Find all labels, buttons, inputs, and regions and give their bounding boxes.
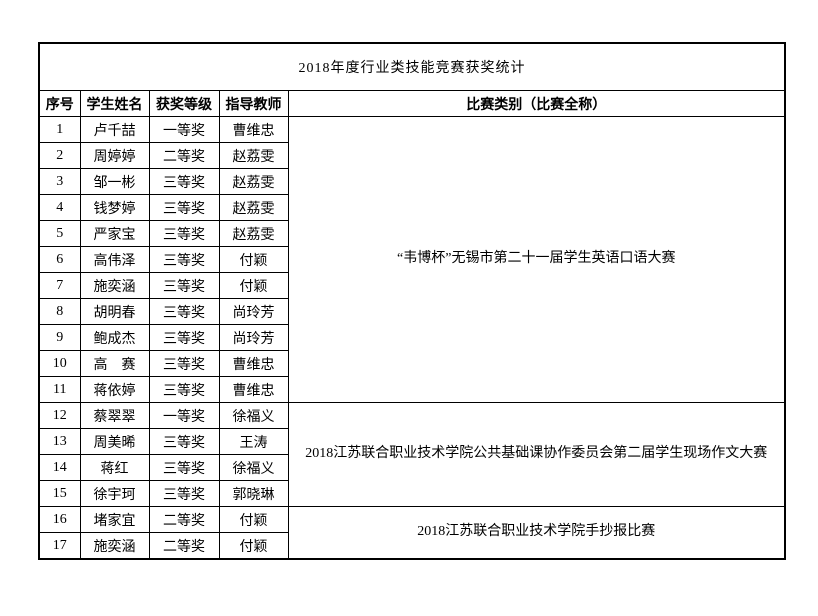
award-statistics-table: 2018年度行业类技能竞赛获奖统计 序号 学生姓名 获奖等级 指导教师 比赛类别…: [38, 42, 787, 560]
award-level: 三等奖: [148, 246, 220, 273]
award-level: 三等奖: [148, 168, 220, 195]
award-level: 三等奖: [148, 376, 220, 403]
award-level: 三等奖: [148, 194, 220, 221]
table-row: 8 胡明春 三等奖 尚玲芳: [38, 298, 785, 325]
teacher-name: 付颖: [218, 246, 289, 273]
award-level: 一等奖: [148, 116, 220, 143]
column-header-teacher: 指导教师: [218, 90, 289, 117]
row-number: 1: [38, 116, 81, 143]
student-name: 施奕涵: [79, 532, 150, 560]
student-name: 卢千喆: [79, 116, 150, 143]
column-header-student-name: 学生姓名: [79, 90, 150, 117]
student-name: 钱梦婷: [79, 194, 150, 221]
award-level: 二等奖: [148, 506, 220, 533]
teacher-name: 赵荔雯: [218, 194, 289, 221]
teacher-name: 徐福义: [218, 454, 289, 481]
student-name: 邹一彬: [79, 168, 150, 195]
table-row: 10 高 赛 三等奖 曹维忠: [38, 350, 785, 377]
award-level: 二等奖: [148, 532, 220, 560]
row-number: 8: [38, 298, 81, 325]
student-name: 蒋红: [79, 454, 150, 481]
row-number: 15: [38, 480, 81, 507]
row-number: 6: [38, 246, 81, 273]
award-level: 三等奖: [148, 220, 220, 247]
row-number: 4: [38, 194, 81, 221]
teacher-name: 赵荔雯: [218, 168, 289, 195]
row-number: 14: [38, 454, 81, 481]
award-level: 三等奖: [148, 298, 220, 325]
row-number: 9: [38, 324, 81, 351]
table-row: 11 蒋依婷 三等奖 曹维忠: [38, 376, 785, 403]
student-name: 施奕涵: [79, 272, 150, 299]
award-level: 二等奖: [148, 142, 220, 169]
header-row: 序号 学生姓名 获奖等级 指导教师 比赛类别（比赛全称）: [38, 90, 786, 117]
row-number: 17: [38, 532, 81, 560]
teacher-name: 付颖: [218, 272, 289, 299]
table-row: 14 蒋红 三等奖 徐福义: [38, 454, 785, 481]
row-number: 2: [38, 142, 81, 169]
column-header-competition: 比赛类别（比赛全称）: [287, 90, 786, 117]
row-number: 13: [38, 428, 81, 455]
table-row: 4 钱梦婷 三等奖 赵荔雯: [38, 194, 785, 221]
row-number: 10: [38, 350, 81, 377]
row-number: 16: [38, 506, 81, 533]
student-name: 周美晞: [79, 428, 150, 455]
table-row: 1 卢千喆 一等奖 曹维忠 “韦博杯”无锡市第二十一届学生英语口语大赛: [38, 116, 786, 403]
column-header-award-level: 获奖等级: [148, 90, 220, 117]
student-name: 严家宝: [79, 220, 150, 247]
teacher-name: 曹维忠: [218, 350, 289, 377]
row-number: 12: [38, 402, 81, 429]
table-row: 7 施奕涵 三等奖 付颖: [38, 272, 785, 299]
award-level: 三等奖: [148, 428, 220, 455]
student-name: 蔡翠翠: [79, 402, 150, 429]
row-number: 11: [38, 376, 81, 403]
competition-name: 2018江苏联合职业技术学院公共基础课协作委员会第二届学生现场作文大赛: [287, 402, 786, 507]
table-row: 6 高伟泽 三等奖 付颖: [38, 246, 785, 273]
row-number: 3: [38, 168, 81, 195]
row-number: 5: [38, 220, 81, 247]
competition-name: “韦博杯”无锡市第二十一届学生英语口语大赛: [287, 116, 786, 403]
page-title: 2018年度行业类技能竞赛获奖统计: [38, 42, 786, 91]
title-row: 2018年度行业类技能竞赛获奖统计: [38, 42, 786, 91]
award-level: 三等奖: [148, 480, 220, 507]
table-row: 9 鲍成杰 三等奖 尚玲芳: [38, 324, 785, 351]
column-header-no: 序号: [38, 90, 81, 117]
table-row: 16 堵家宜 二等奖 付颖 2018江苏联合职业技术学院手抄报比赛: [38, 506, 786, 560]
table-row: 17 施奕涵 二等奖 付颖: [38, 532, 785, 560]
teacher-name: 曹维忠: [218, 116, 289, 143]
teacher-name: 赵荔雯: [218, 142, 289, 169]
award-level: 三等奖: [148, 324, 220, 351]
teacher-name: 付颖: [218, 532, 289, 560]
teacher-name: 尚玲芳: [218, 298, 289, 325]
teacher-name: 付颖: [218, 506, 289, 533]
teacher-name: 尚玲芳: [218, 324, 289, 351]
table-row: 5 严家宝 三等奖 赵荔雯: [38, 220, 785, 247]
competition-name: 2018江苏联合职业技术学院手抄报比赛: [287, 506, 786, 560]
teacher-name: 赵荔雯: [218, 220, 289, 247]
row-number: 7: [38, 272, 81, 299]
table-row: 12 蔡翠翠 一等奖 徐福义 2018江苏联合职业技术学院公共基础课协作委员会第…: [38, 402, 786, 507]
student-name: 周婷婷: [79, 142, 150, 169]
award-level: 一等奖: [148, 402, 220, 429]
student-name: 堵家宜: [79, 506, 150, 533]
student-name: 高伟泽: [79, 246, 150, 273]
teacher-name: 王涛: [218, 428, 289, 455]
student-name: 蒋依婷: [79, 376, 150, 403]
student-name: 高 赛: [79, 350, 150, 377]
teacher-name: 曹维忠: [218, 376, 289, 403]
teacher-name: 郭晓琳: [218, 480, 289, 507]
award-level: 三等奖: [148, 350, 220, 377]
award-level: 三等奖: [148, 454, 220, 481]
student-name: 徐宇珂: [79, 480, 150, 507]
award-level: 三等奖: [148, 272, 220, 299]
student-name: 胡明春: [79, 298, 150, 325]
student-name: 鲍成杰: [79, 324, 150, 351]
table-row: 3 邹一彬 三等奖 赵荔雯: [38, 168, 785, 195]
teacher-name: 徐福义: [218, 402, 289, 429]
